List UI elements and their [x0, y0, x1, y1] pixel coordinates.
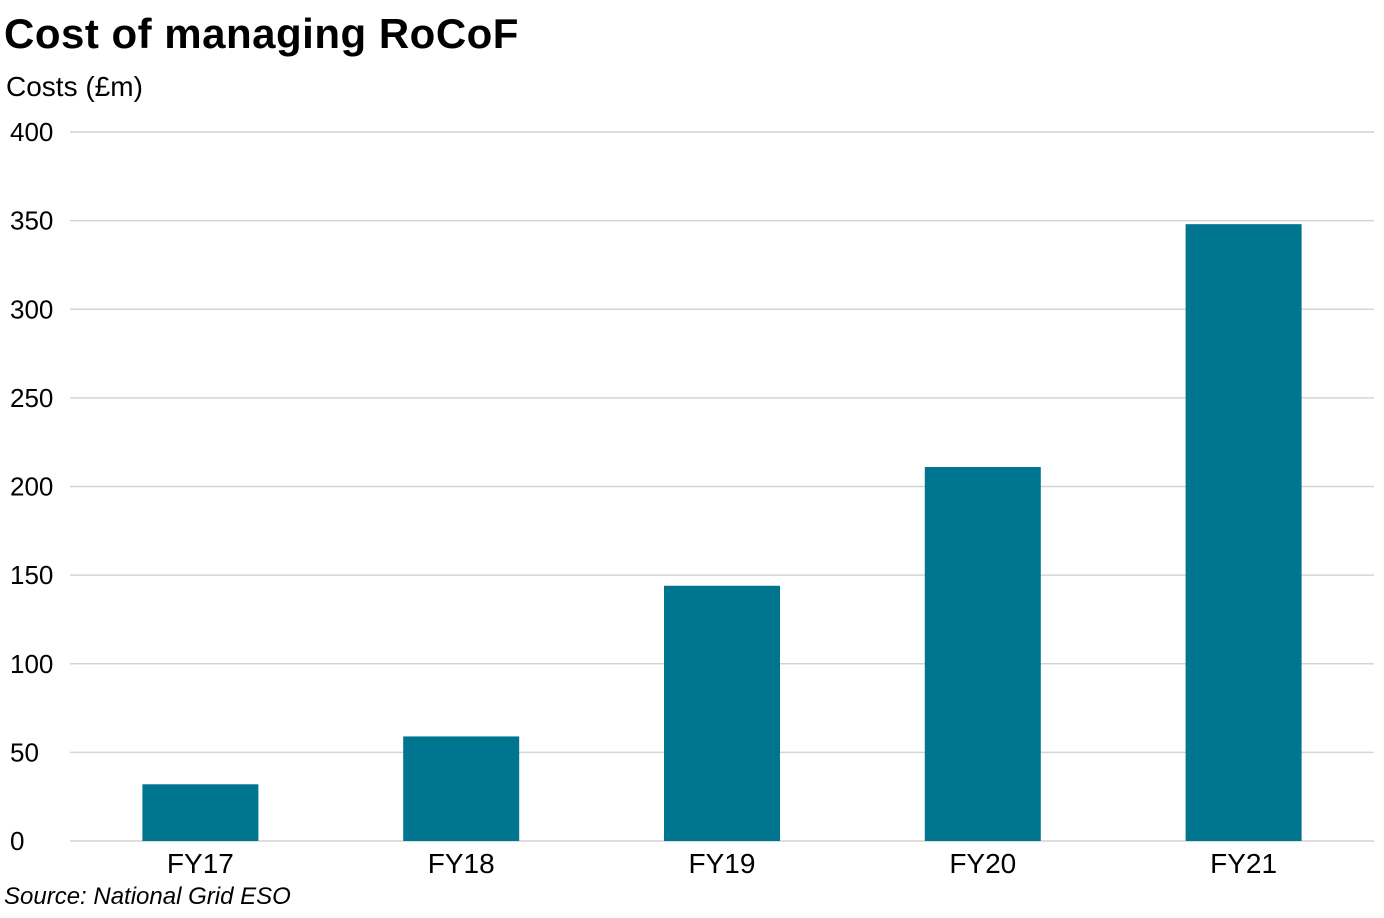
y-tick-label-250: 250 — [10, 383, 53, 413]
bar-fy17 — [142, 784, 259, 841]
y-tick-label-50: 50 — [10, 737, 39, 767]
bar-fy19 — [664, 585, 780, 841]
bar-fy20 — [924, 467, 1041, 841]
y-tick-label-300: 300 — [10, 294, 53, 324]
bars — [142, 224, 1302, 842]
bar-fy21 — [1185, 224, 1302, 842]
y-tick-label-200: 200 — [10, 472, 53, 502]
y-tick-label-400: 400 — [10, 117, 53, 147]
x-tick-label-fy19: FY19 — [689, 848, 756, 879]
x-tick-label-fy20: FY20 — [949, 848, 1016, 879]
x-tick-label-fy21: FY21 — [1210, 848, 1277, 879]
chart-title: Cost of managing RoCoF — [4, 10, 519, 57]
x-tick-label-fy18: FY18 — [428, 848, 495, 879]
bar-fy18 — [403, 736, 520, 841]
source-note: Source: National Grid ESO — [4, 883, 291, 910]
y-axis-ticks: 0 50 100 150 200 250 300 350 400 — [10, 117, 53, 856]
y-tick-label-350: 350 — [10, 206, 53, 236]
y-tick-label-0: 0 — [10, 826, 24, 856]
x-axis-ticks: FY17 FY18 FY19 FY20 FY21 — [167, 848, 1277, 879]
y-tick-label-150: 150 — [10, 560, 53, 590]
x-tick-label-fy17: FY17 — [167, 848, 234, 879]
y-tick-label-100: 100 — [10, 649, 53, 679]
y-axis-label: Costs (£m) — [6, 71, 143, 102]
